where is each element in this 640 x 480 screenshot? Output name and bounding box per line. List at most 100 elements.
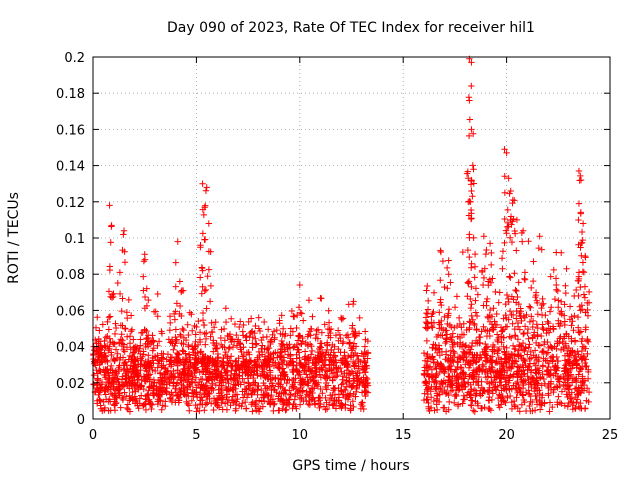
- data-point: [300, 317, 307, 324]
- data-point: [270, 362, 278, 370]
- data-point: [346, 339, 354, 346]
- data-point: [338, 368, 345, 375]
- data-point: [298, 310, 305, 317]
- data-point: [469, 193, 476, 200]
- data-point: [493, 310, 500, 318]
- data-point: [527, 304, 534, 311]
- data-point: [437, 248, 445, 256]
- data-point: [468, 264, 475, 271]
- data-point: [356, 314, 363, 322]
- data-point: [201, 236, 209, 243]
- data-point: [488, 249, 495, 257]
- data-point: [539, 295, 546, 303]
- data-point: [111, 330, 119, 338]
- data-point: [188, 397, 196, 404]
- data-point: [423, 287, 430, 294]
- data-point: [538, 349, 546, 356]
- data-point: [333, 365, 340, 373]
- data-point: [472, 297, 479, 304]
- data-point: [179, 325, 186, 333]
- y-tick-label: 0.08: [56, 268, 85, 283]
- data-point: [114, 279, 121, 287]
- data-point: [148, 405, 155, 413]
- data-point: [536, 232, 543, 240]
- data-point: [117, 336, 124, 343]
- data-point: [446, 398, 453, 406]
- data-point: [441, 283, 448, 291]
- data-point: [526, 303, 533, 310]
- data-point: [538, 311, 546, 319]
- data-point: [296, 401, 304, 408]
- data-point: [296, 281, 303, 289]
- data-point: [496, 289, 503, 296]
- data-point: [423, 337, 431, 345]
- data-point: [578, 228, 586, 236]
- data-point: [466, 97, 473, 104]
- data-point: [137, 336, 144, 343]
- data-point: [210, 348, 217, 355]
- data-point: [199, 230, 207, 237]
- data-point: [108, 351, 115, 359]
- data-point: [305, 296, 313, 304]
- data-point: [445, 306, 453, 313]
- data-point: [235, 355, 242, 362]
- data-point: [521, 269, 529, 276]
- data-point: [171, 342, 178, 349]
- data-point: [526, 341, 533, 348]
- data-point: [207, 333, 214, 340]
- data-point: [563, 265, 570, 272]
- x-tick-label: 10: [292, 428, 309, 443]
- data-point: [265, 326, 272, 333]
- data-point: [480, 274, 488, 282]
- data-point: [97, 405, 105, 412]
- data-point: [318, 340, 325, 347]
- data-point: [468, 301, 475, 308]
- data-point: [468, 397, 475, 404]
- data-point: [554, 287, 561, 295]
- data-point: [107, 362, 115, 370]
- data-point: [471, 250, 479, 258]
- data-point: [577, 209, 585, 216]
- data-point: [558, 308, 565, 315]
- data-point: [331, 385, 338, 392]
- data-point: [266, 399, 274, 407]
- data-point: [350, 403, 357, 411]
- data-point: [571, 338, 579, 345]
- data-point: [123, 333, 131, 340]
- data-point: [202, 286, 210, 294]
- data-point: [225, 345, 232, 352]
- data-point: [317, 294, 324, 302]
- data-point: [107, 239, 114, 246]
- data-point: [424, 297, 432, 305]
- data-point: [108, 222, 115, 229]
- data-point: [322, 406, 329, 413]
- data-point: [548, 344, 555, 351]
- data-point: [316, 404, 323, 412]
- data-point: [480, 302, 487, 309]
- data-point: [127, 346, 134, 353]
- data-point: [276, 319, 283, 327]
- data-point: [121, 389, 128, 396]
- data-point: [438, 301, 445, 309]
- data-point: [102, 334, 110, 341]
- data-point: [259, 334, 267, 341]
- data-point: [290, 313, 297, 320]
- data-point: [555, 393, 562, 400]
- data-point: [504, 206, 511, 214]
- data-point: [201, 407, 208, 414]
- data-point: [577, 172, 584, 180]
- x-tick-label: 15: [395, 428, 412, 443]
- data-point: [180, 326, 187, 334]
- data-point: [279, 325, 287, 332]
- data-point: [270, 407, 277, 415]
- data-point: [534, 311, 542, 318]
- data-point: [236, 372, 243, 380]
- data-point: [566, 303, 574, 310]
- data-point: [498, 255, 506, 262]
- data-point: [171, 316, 179, 323]
- data-point: [336, 331, 344, 338]
- data-point: [507, 274, 514, 281]
- data-point: [454, 401, 462, 408]
- data-point: [451, 304, 459, 311]
